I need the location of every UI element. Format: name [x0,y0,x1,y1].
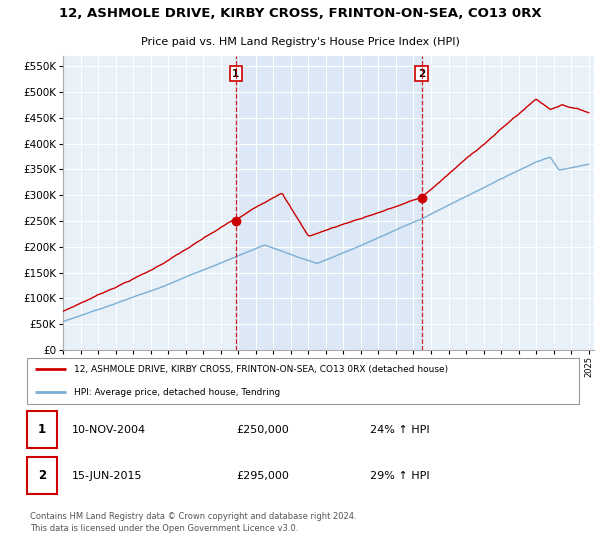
Text: HPI: Average price, detached house, Tendring: HPI: Average price, detached house, Tend… [74,388,280,397]
Text: 29% ↑ HPI: 29% ↑ HPI [370,471,430,481]
Bar [236,56,422,350]
Text: 12, ASHMOLE DRIVE, KIRBY CROSS, FRINTON-ON-SEA, CO13 0RX (detached house): 12, ASHMOLE DRIVE, KIRBY CROSS, FRINTON-… [74,365,448,374]
Text: 24% ↑ HPI: 24% ↑ HPI [370,424,430,435]
Bar [27,411,58,448]
Text: 1: 1 [232,69,239,78]
Text: £295,000: £295,000 [236,471,289,481]
Text: £250,000: £250,000 [236,424,289,435]
Text: 10-NOV-2004: 10-NOV-2004 [71,424,146,435]
Text: 2: 2 [38,469,46,482]
Text: 12, ASHMOLE DRIVE, KIRBY CROSS, FRINTON-ON-SEA, CO13 0RX: 12, ASHMOLE DRIVE, KIRBY CROSS, FRINTON-… [59,7,541,20]
Text: 2: 2 [418,69,425,78]
Text: Price paid vs. HM Land Registry's House Price Index (HPI): Price paid vs. HM Land Registry's House … [140,37,460,47]
Text: Contains HM Land Registry data © Crown copyright and database right 2024.
This d: Contains HM Land Registry data © Crown c… [29,512,356,533]
Text: 1: 1 [38,423,46,436]
Text: 15-JUN-2015: 15-JUN-2015 [71,471,142,481]
Bar [27,458,58,494]
FancyBboxPatch shape [27,358,579,404]
